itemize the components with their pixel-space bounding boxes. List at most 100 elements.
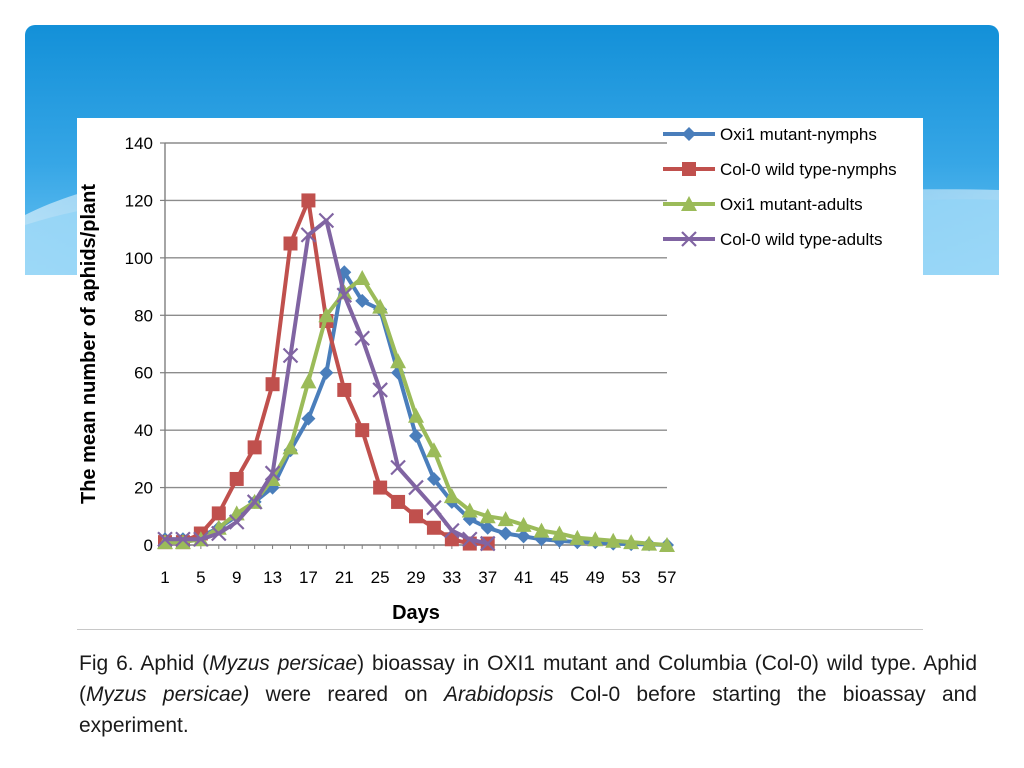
y-tick-label: 100 bbox=[125, 249, 153, 268]
data-point bbox=[533, 522, 550, 538]
data-point bbox=[462, 512, 477, 527]
data-point bbox=[462, 531, 478, 548]
data-point bbox=[247, 440, 262, 455]
data-point bbox=[551, 525, 568, 541]
data-point bbox=[409, 428, 423, 443]
series-layer bbox=[157, 193, 675, 552]
data-point bbox=[175, 531, 191, 548]
y-tick-label: 40 bbox=[134, 421, 153, 440]
x-tick-label: 5 bbox=[196, 568, 205, 587]
legend-entry: Col-0 wild type-nymphs bbox=[663, 160, 897, 179]
data-point bbox=[318, 212, 335, 229]
data-point bbox=[498, 526, 513, 541]
chart-panel-bottom-rule bbox=[77, 629, 923, 630]
data-point bbox=[301, 193, 316, 208]
data-point bbox=[354, 269, 371, 285]
y-tick-label: 140 bbox=[125, 134, 153, 153]
x-tick-label: 37 bbox=[478, 568, 497, 587]
data-point bbox=[516, 529, 531, 544]
x-tick-label: 49 bbox=[586, 568, 605, 587]
data-point bbox=[497, 511, 514, 527]
data-point bbox=[336, 287, 353, 303]
data-point bbox=[408, 479, 424, 496]
data-point bbox=[301, 411, 316, 426]
data-point bbox=[425, 442, 442, 458]
series-line bbox=[163, 218, 490, 546]
data-point bbox=[211, 506, 226, 521]
legend: Oxi1 mutant-nymphs Col-0 wild type-nymphs… bbox=[663, 125, 897, 249]
data-point bbox=[355, 293, 370, 308]
y-axis-title: The mean number of aphids/plant bbox=[78, 184, 100, 504]
data-point bbox=[409, 509, 423, 524]
legend-marker bbox=[682, 127, 696, 141]
legend-label: Col-0 wild type-adults bbox=[720, 230, 883, 249]
data-point bbox=[426, 499, 442, 516]
legend-entry: Oxi1 mutant-adults bbox=[663, 195, 863, 214]
x-tick-label: 25 bbox=[371, 568, 390, 587]
data-point bbox=[355, 423, 370, 438]
legend-marker bbox=[681, 231, 697, 247]
data-point bbox=[228, 514, 245, 530]
data-point bbox=[391, 494, 406, 509]
y-tick-label: 80 bbox=[134, 306, 153, 325]
data-point bbox=[443, 488, 460, 504]
data-point bbox=[174, 534, 191, 550]
data-point bbox=[337, 265, 352, 280]
x-tick-label: 33 bbox=[442, 568, 461, 587]
data-point bbox=[426, 471, 441, 486]
data-point bbox=[265, 377, 280, 392]
y-tick-label: 0 bbox=[144, 536, 153, 555]
data-point bbox=[372, 382, 388, 398]
x-axis-title: Days bbox=[392, 602, 440, 624]
chart-panel: 0 20 40 60 80 100 120 140 1 5 9 13 17 21 25 29 33 37 41 45 4… bbox=[77, 118, 923, 630]
data-point bbox=[157, 531, 173, 548]
data-point bbox=[479, 535, 496, 552]
x-tick-label: 57 bbox=[658, 568, 677, 587]
legend-label: Oxi1 mutant-adults bbox=[720, 195, 863, 214]
x-tick-label: 53 bbox=[622, 568, 641, 587]
data-point bbox=[480, 520, 495, 535]
caption-text: ) bioassay in OXI1 mutant and Columbia (… bbox=[79, 652, 977, 706]
data-point bbox=[641, 535, 658, 551]
data-point bbox=[587, 531, 604, 547]
caption-species-name: Myzus persicae bbox=[209, 652, 358, 675]
data-point bbox=[444, 532, 459, 547]
caption-genus-name: Arabidopsis bbox=[443, 683, 554, 706]
data-point bbox=[264, 465, 281, 481]
data-point bbox=[211, 525, 227, 542]
data-point bbox=[569, 529, 586, 545]
y-tick-label: 20 bbox=[134, 479, 153, 498]
series-col-0-wild-type-adults bbox=[157, 212, 496, 552]
data-point bbox=[229, 471, 244, 486]
axes: 0 20 40 60 80 100 120 140 1 5 9 13 17 21 25 29 33 37 41 45 4… bbox=[125, 134, 677, 587]
data-point bbox=[157, 534, 173, 550]
x-tick-label: 41 bbox=[514, 568, 533, 587]
data-point bbox=[444, 522, 460, 539]
legend-marker bbox=[682, 162, 696, 176]
caption-text: Col-0 before starting the bioassay and e… bbox=[79, 683, 977, 737]
data-point bbox=[373, 480, 388, 495]
data-point bbox=[354, 330, 370, 347]
legend-entry: Oxi1 mutant-nymphs bbox=[663, 125, 877, 144]
line-chart: 0 20 40 60 80 100 120 140 1 5 9 13 17 21 25 29 33 37 41 45 4… bbox=[78, 125, 897, 624]
data-point bbox=[283, 236, 298, 251]
data-point bbox=[246, 494, 263, 510]
data-point bbox=[337, 382, 352, 397]
data-point bbox=[319, 365, 334, 380]
caption-species-name: Myzus persicae) bbox=[86, 683, 250, 706]
x-tick-label: 13 bbox=[263, 568, 282, 587]
data-point bbox=[659, 537, 675, 552]
legend-marker bbox=[681, 196, 697, 211]
data-point bbox=[623, 534, 640, 550]
data-point bbox=[426, 520, 441, 535]
data-point bbox=[605, 532, 622, 548]
legend-entry: Col-0 wild type-adults bbox=[663, 230, 883, 249]
y-tick-label: 120 bbox=[125, 191, 153, 210]
x-tick-label: 21 bbox=[335, 568, 354, 587]
data-point bbox=[372, 298, 389, 314]
data-point bbox=[193, 531, 209, 548]
data-point bbox=[479, 508, 496, 524]
data-point bbox=[390, 459, 406, 476]
x-tick-label: 45 bbox=[550, 568, 569, 587]
data-point bbox=[300, 227, 317, 243]
